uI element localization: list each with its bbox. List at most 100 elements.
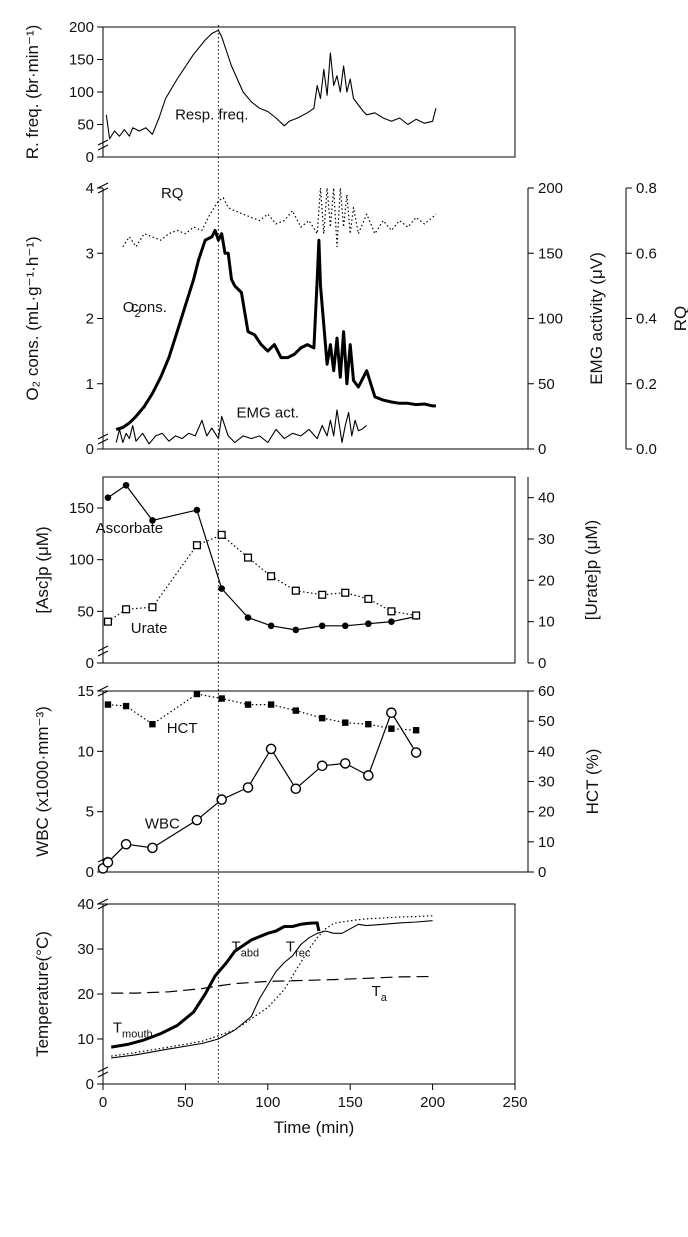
o2-y-axis-tick-label: 2 bbox=[86, 311, 94, 328]
hct-marker bbox=[412, 727, 420, 734]
hct-marker bbox=[388, 725, 395, 732]
hct-marker bbox=[149, 720, 156, 728]
temp-line-tabd bbox=[111, 920, 433, 1059]
rq-y-axis-tick-label: 0.2 bbox=[636, 376, 657, 393]
wbc-y-axis-tick-label: 15 bbox=[77, 683, 94, 700]
axis-break-mark bbox=[97, 1066, 109, 1073]
ascorbate-marker bbox=[149, 517, 156, 524]
axis-break-mark bbox=[97, 685, 109, 692]
asc-y-axis-tick-label: 150 bbox=[69, 500, 94, 517]
hct-marker bbox=[365, 720, 372, 728]
wbc-marker bbox=[102, 857, 114, 868]
resp-freq-annotation: Resp. freq. bbox=[175, 106, 248, 123]
rq-y-axis-tick-label: 0.0 bbox=[636, 441, 657, 458]
rq-y-axis-tick-label: 0.6 bbox=[636, 245, 657, 262]
plot-frame bbox=[102, 26, 516, 158]
axis-break-mark bbox=[97, 139, 109, 146]
ascorbate-marker bbox=[318, 622, 326, 630]
wbc-marker bbox=[290, 783, 302, 795]
asc-y-axis-tick-label: 100 bbox=[69, 552, 94, 569]
emg-y-axis-tick-label: 0 bbox=[538, 441, 546, 458]
ascorbate-marker bbox=[292, 626, 300, 634]
resp-y-axis-tick-label: 200 bbox=[69, 19, 94, 36]
resp-y-label: R. freq. (br·min⁻¹) bbox=[23, 25, 42, 160]
hct-marker bbox=[193, 690, 201, 698]
hct-marker bbox=[267, 701, 275, 708]
urate-marker bbox=[122, 605, 131, 614]
urate-marker bbox=[192, 541, 201, 550]
o2-annotation-O: O2 bbox=[123, 299, 141, 320]
ascorbate-marker bbox=[267, 622, 275, 630]
rq-line bbox=[122, 187, 437, 248]
tmouth-annotation: Tmouth bbox=[113, 1019, 153, 1040]
temp-y-axis-tick-label: 30 bbox=[77, 941, 94, 958]
urate-y-axis-tick-label: 40 bbox=[538, 490, 555, 507]
resp-y-axis-tick-label: 0 bbox=[86, 149, 94, 166]
rq-y-label: RQ bbox=[671, 306, 688, 332]
hct-marker bbox=[244, 701, 252, 708]
wbc-y-axis-tick-label: 5 bbox=[86, 804, 94, 821]
x-axis-tick-label: 0 bbox=[99, 1094, 107, 1111]
o2-y-axis-tick-label: 4 bbox=[86, 180, 94, 197]
wbc-marker bbox=[316, 760, 328, 772]
asc-y-axis-tick-label: 50 bbox=[77, 603, 94, 620]
hct-y-axis-tick-label: 50 bbox=[538, 713, 555, 730]
axis-break-mark bbox=[97, 433, 109, 440]
o2-annotation: cons. bbox=[131, 299, 167, 316]
wbc-marker bbox=[410, 747, 422, 758]
trec-annotation: Trec bbox=[286, 938, 311, 959]
hct-y-axis-tick-label: 20 bbox=[538, 804, 555, 821]
rq-annotation: RQ bbox=[161, 185, 184, 202]
urate-marker bbox=[243, 553, 253, 562]
wbc-marker bbox=[265, 743, 277, 755]
hct-marker bbox=[122, 702, 130, 710]
o2-y-axis-tick-label: 1 bbox=[86, 376, 94, 393]
ascorbate-marker bbox=[193, 506, 201, 514]
urate-marker bbox=[318, 590, 327, 599]
urate-marker bbox=[267, 572, 276, 581]
ascorbate-marker bbox=[388, 618, 395, 625]
wbc-marker bbox=[242, 782, 254, 793]
asc-y-axis-tick-label: 0 bbox=[86, 655, 94, 672]
rq-y-axis-tick-label: 0.8 bbox=[636, 180, 657, 197]
axis-break-mark bbox=[97, 144, 109, 151]
wbc-annotation: WBC bbox=[145, 816, 180, 833]
resp-y-axis-tick-label: 50 bbox=[77, 117, 94, 134]
wbc-y-label: WBC (x1000·mm⁻³) bbox=[33, 706, 52, 857]
temp-y-axis-tick-label: 10 bbox=[77, 1031, 94, 1048]
emg-y-axis-tick-label: 150 bbox=[538, 245, 563, 262]
x-axis-tick-label: 150 bbox=[338, 1094, 363, 1111]
x-axis-label: Time (min) bbox=[274, 1118, 355, 1137]
wbc-marker bbox=[386, 707, 397, 719]
urate-y-axis-tick-label: 30 bbox=[538, 531, 555, 548]
urate-y-axis-tick-label: 10 bbox=[538, 614, 555, 631]
axis-break-mark bbox=[97, 645, 109, 652]
temp-y-label: Temperature(°C) bbox=[33, 931, 52, 1057]
urate-marker bbox=[217, 530, 226, 539]
hct-y-axis-tick-label: 30 bbox=[538, 774, 555, 791]
urate-marker bbox=[387, 607, 396, 616]
hct-y-axis-tick-label: 10 bbox=[538, 834, 555, 851]
asc-y-label: [Asc]p (μM) bbox=[33, 526, 52, 613]
x-axis-tick-label: 100 bbox=[255, 1094, 280, 1111]
x-axis-tick-label: 200 bbox=[420, 1094, 445, 1111]
resp-y-axis-tick-label: 150 bbox=[69, 52, 94, 69]
urate-y-axis-tick-label: 0 bbox=[538, 655, 546, 672]
emg-y-axis-tick-label: 200 bbox=[538, 180, 563, 197]
axis-break-mark bbox=[97, 182, 109, 189]
ta-annotation: Ta bbox=[372, 983, 388, 1004]
urate-y-axis-tick-label: 20 bbox=[538, 572, 555, 589]
hct-marker bbox=[292, 707, 300, 714]
hct-marker bbox=[218, 695, 225, 702]
ascorbate-annotation: Ascorbate bbox=[96, 520, 164, 537]
o2-y-axis-tick-label: 3 bbox=[86, 245, 94, 262]
temp-line-ta bbox=[111, 975, 433, 994]
urate-marker bbox=[341, 588, 350, 597]
o2-y-axis-tick-label: 0 bbox=[86, 441, 94, 458]
emg-y-axis-tick-label: 50 bbox=[538, 376, 555, 393]
ascorbate-marker bbox=[365, 620, 372, 628]
emg-y-axis-tick-label: 100 bbox=[538, 311, 563, 328]
wbc-marker bbox=[191, 814, 203, 826]
urate-marker bbox=[412, 611, 421, 620]
